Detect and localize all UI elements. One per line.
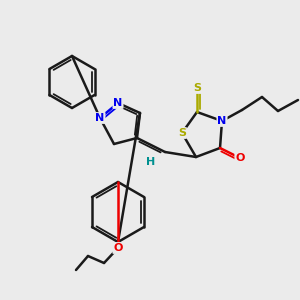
Text: N: N bbox=[113, 98, 123, 108]
Text: N: N bbox=[95, 113, 105, 123]
Text: S: S bbox=[178, 128, 186, 138]
Text: S: S bbox=[193, 83, 201, 93]
Text: H: H bbox=[146, 157, 156, 167]
Text: N: N bbox=[218, 116, 226, 126]
Text: O: O bbox=[235, 153, 245, 163]
Text: O: O bbox=[113, 243, 123, 253]
